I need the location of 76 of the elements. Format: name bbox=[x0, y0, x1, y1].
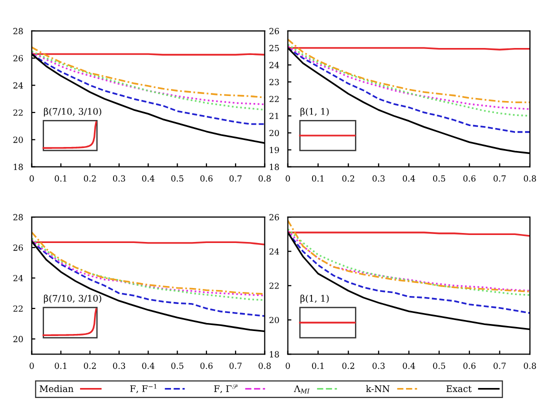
x-tick-label: 0.8 bbox=[524, 362, 536, 369]
x-tick-label: 0.4 bbox=[142, 175, 154, 182]
x-tick-label: 0.7 bbox=[230, 175, 242, 182]
annotation: β(1, 1) bbox=[300, 294, 329, 304]
legend-label: k-NN bbox=[366, 385, 390, 392]
legend-label: Exact bbox=[446, 385, 472, 392]
x-tick-label: 0 bbox=[30, 362, 34, 369]
line-series bbox=[288, 38, 530, 104]
y-tick-label: 20 bbox=[13, 336, 23, 342]
y-tick-label: 22 bbox=[13, 305, 23, 312]
y-tick-label: 22 bbox=[269, 96, 279, 102]
x-tick-label: 0.6 bbox=[200, 175, 213, 182]
x-tick-label: 0.2 bbox=[342, 362, 354, 369]
legend-label: F, F$^{−1}$ bbox=[130, 384, 156, 394]
line-series bbox=[288, 47, 530, 133]
x-tick-label: 0.3 bbox=[113, 362, 126, 369]
y-tick-label: 20 bbox=[13, 136, 23, 143]
x-tick-label: 0.1 bbox=[312, 175, 324, 182]
y-tick-label: 24 bbox=[13, 82, 23, 88]
y-tick-label: 20 bbox=[269, 130, 279, 136]
y-tick-label: 26 bbox=[269, 28, 279, 34]
y-tick-label: 23 bbox=[269, 78, 279, 86]
x-tick-label: 0.6 bbox=[463, 175, 476, 182]
x-tick-label: 0.3 bbox=[372, 362, 385, 369]
y-tick-label: 18 bbox=[270, 164, 279, 170]
x-tick-label: 0.1 bbox=[54, 362, 66, 369]
x-tick-label: 0.5 bbox=[433, 175, 446, 182]
y-tick-label: 25 bbox=[269, 44, 279, 52]
y-tick-label: 24 bbox=[269, 248, 280, 255]
y-tick-label: 24 bbox=[13, 274, 23, 282]
x-tick-label: 0.1 bbox=[312, 362, 324, 369]
x-tick-label: 0.1 bbox=[54, 175, 66, 182]
y-tick-label: 19 bbox=[270, 146, 279, 154]
annotation: β(1, 1) bbox=[300, 108, 329, 117]
x-tick-label: 0.2 bbox=[342, 175, 354, 182]
y-tick-label: 18 bbox=[270, 351, 279, 358]
x-tick-label: 0.4 bbox=[402, 362, 416, 369]
x-tick-label: 0.6 bbox=[200, 362, 213, 369]
y-tick-label: 20 bbox=[269, 316, 279, 324]
x-tick-label: 0.4 bbox=[402, 175, 416, 182]
x-tick-label: 0 bbox=[30, 175, 34, 182]
annotation: β(7/10, 3/10) bbox=[44, 108, 102, 117]
x-tick-label: 0.8 bbox=[258, 175, 271, 182]
x-tick-label: 0.5 bbox=[171, 175, 184, 182]
x-tick-label: 0 bbox=[286, 362, 290, 369]
y-tick-label: 21 bbox=[269, 112, 278, 120]
y-tick-label: 26 bbox=[269, 214, 279, 220]
x-tick-label: 0 bbox=[286, 175, 290, 182]
x-tick-label: 0.2 bbox=[84, 175, 96, 182]
annotation: β(7/10, 3/10) bbox=[44, 294, 102, 304]
line-series bbox=[32, 240, 265, 317]
x-tick-label: 0.6 bbox=[463, 362, 476, 369]
legend-label: F, Γ$^{𝒫}$ bbox=[214, 384, 238, 394]
y-tick-label: 24 bbox=[269, 62, 280, 68]
x-tick-label: 0.5 bbox=[433, 362, 446, 369]
y-tick-label: 26 bbox=[13, 55, 23, 62]
x-tick-label: 0.4 bbox=[142, 362, 154, 369]
y-tick-label: 22 bbox=[269, 282, 279, 289]
line-series bbox=[288, 232, 530, 314]
y-tick-label: 28 bbox=[13, 214, 23, 220]
x-tick-label: 0.3 bbox=[372, 175, 385, 182]
x-tick-label: 0.8 bbox=[258, 362, 271, 369]
x-tick-label: 0.8 bbox=[524, 175, 536, 182]
legend-label: Median bbox=[40, 385, 74, 392]
legend-label: Λ$_{MI}$ bbox=[294, 385, 310, 394]
x-tick-label: 0.7 bbox=[230, 362, 242, 369]
x-tick-label: 0.3 bbox=[113, 175, 126, 182]
line-series bbox=[32, 53, 265, 125]
y-tick-label: 18 bbox=[14, 164, 23, 170]
x-tick-label: 0.7 bbox=[494, 175, 506, 182]
y-tick-label: 22 bbox=[13, 109, 23, 116]
y-tick-label: 26 bbox=[13, 244, 23, 251]
x-tick-label: 0.7 bbox=[494, 362, 506, 369]
y-tick-label: 28 bbox=[13, 28, 23, 34]
x-tick-label: 0.5 bbox=[171, 362, 184, 369]
x-tick-label: 0.2 bbox=[84, 362, 96, 369]
